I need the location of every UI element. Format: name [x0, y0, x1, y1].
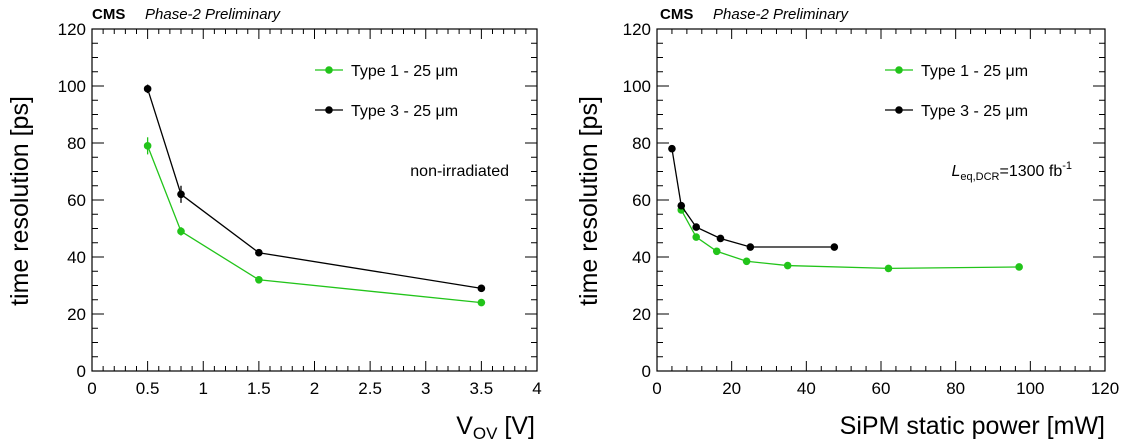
- y-axis-title-1: time resolution [ps]: [6, 96, 34, 306]
- data-point: [692, 223, 700, 231]
- x-tick-label: 0: [652, 379, 661, 398]
- series-line: [680, 209, 1020, 270]
- y-tick-label: 20: [632, 305, 651, 324]
- y-tick-label: 40: [632, 248, 651, 267]
- y-tick-label: 120: [58, 20, 86, 39]
- annotation-1: non-irradiated: [410, 163, 509, 180]
- x-tick-label: 80: [946, 379, 965, 398]
- y-tick-label: 20: [67, 305, 86, 324]
- x-tick-label: 3: [421, 379, 430, 398]
- y-tick-label: 100: [623, 77, 651, 96]
- annotation-2: Leq,DCR=1300 fb-1: [951, 160, 1072, 183]
- x-axis-title-2: SiPM static power [mW]: [840, 412, 1105, 440]
- data-point: [692, 233, 700, 241]
- y-tick-label: 60: [67, 191, 86, 210]
- data-point: [255, 248, 263, 257]
- series-1: Type 1 - 25 μm: [143, 63, 486, 307]
- experiment-label-2: CMS: [660, 6, 693, 23]
- data-point: [255, 276, 263, 284]
- x-tick-label: 0.5: [136, 379, 160, 398]
- data-point: [668, 144, 676, 153]
- data-point: [677, 201, 686, 210]
- legend-label: Type 3 - 25 μm: [921, 103, 1028, 120]
- chart-2: CMS Phase-2 Preliminary time resolution …: [575, 6, 1105, 440]
- data-point: [746, 243, 755, 251]
- data-point: [742, 257, 751, 266]
- x-tick-label: 60: [872, 379, 891, 398]
- data-point: [1015, 263, 1023, 271]
- legend-marker: [325, 66, 333, 74]
- x-axis-title-1: VOV [V]: [456, 412, 535, 443]
- plot-2: 0 20 40 60 80 100 120 0 20 40 60 80 100 120 Type 1 - 2…: [623, 20, 1120, 398]
- chart-1: CMS Phase-2 Preliminary time resolution …: [6, 6, 535, 443]
- series-2: Type 3 - 25 μm: [143, 84, 486, 293]
- data-point: [177, 227, 185, 236]
- x-tick-label: 2: [310, 379, 319, 398]
- y-tick-label: 0: [77, 362, 86, 381]
- legend-marker: [895, 106, 903, 114]
- data-point: [783, 261, 792, 270]
- series-1: Type 1 - 25 μm: [677, 63, 1028, 273]
- legend-label: Type 1 - 25 μm: [351, 63, 458, 80]
- data-point: [143, 142, 152, 150]
- y-tick-label: 80: [632, 134, 651, 153]
- status-label-1: Phase-2 Preliminary: [145, 6, 282, 23]
- data-point: [477, 284, 486, 293]
- x-tick-label: 0: [87, 379, 96, 398]
- x-tick-label: 1: [199, 379, 208, 398]
- y-tick-label: 100: [58, 77, 86, 96]
- y-tick-label: 40: [67, 248, 86, 267]
- status-label-2: Phase-2 Preliminary: [713, 6, 850, 23]
- y-tick-label: 0: [642, 362, 651, 381]
- y-tick-label: 120: [623, 20, 651, 39]
- data-point: [830, 243, 839, 251]
- x-tick-label: 3.5: [470, 379, 494, 398]
- legend-label: Type 3 - 25 μm: [351, 103, 458, 120]
- y-axis-title-2: time resolution [ps]: [575, 96, 603, 306]
- y-tick-label: 60: [632, 191, 651, 210]
- legend-label: Type 1 - 25 μm: [921, 63, 1028, 80]
- x-tick-label: 40: [797, 379, 816, 398]
- plot-frame: [656, 28, 1106, 372]
- series-line: [147, 145, 482, 304]
- data-point: [177, 190, 185, 199]
- data-point: [477, 298, 486, 307]
- data-point: [716, 234, 725, 243]
- series-2: Type 3 - 25 μm: [668, 103, 1028, 251]
- legend-marker: [325, 106, 333, 114]
- legend-marker: [895, 66, 903, 74]
- data-point: [712, 247, 721, 256]
- x-tick-label: 4: [532, 379, 541, 398]
- x-tick-label: 2.5: [358, 379, 382, 398]
- x-tick-label: 1.5: [247, 379, 271, 398]
- x-tick-label: 100: [1016, 379, 1044, 398]
- experiment-label-1: CMS: [92, 6, 125, 23]
- data-point: [884, 264, 893, 273]
- series-line: [671, 148, 835, 248]
- x-tick-label: 120: [1091, 379, 1119, 398]
- plot-frame: [91, 28, 538, 372]
- data-point: [143, 85, 152, 93]
- y-tick-label: 80: [67, 134, 86, 153]
- x-tick-label: 20: [722, 379, 741, 398]
- series-line: [147, 88, 482, 289]
